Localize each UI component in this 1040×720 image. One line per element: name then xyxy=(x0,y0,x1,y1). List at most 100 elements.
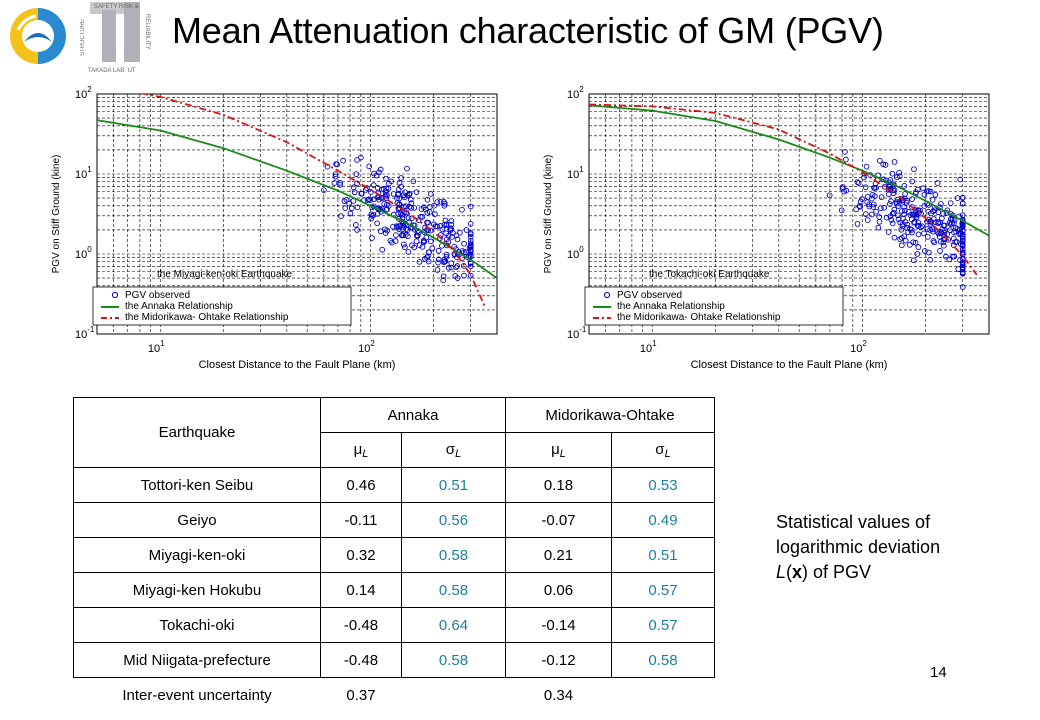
observed-point xyxy=(930,208,937,215)
observed-point xyxy=(959,200,966,207)
header-midorikawa: Midorikawa-Ohtake xyxy=(505,397,715,433)
observed-point xyxy=(343,197,350,203)
observed-point xyxy=(440,277,447,284)
observed-point xyxy=(331,180,338,186)
observed-point xyxy=(901,204,908,210)
table-row: Mid Niigata-prefecture -0.48 0.58 -0.12 0.58 xyxy=(73,642,715,678)
observed-point xyxy=(914,251,921,257)
observed-point xyxy=(432,211,438,218)
sigma-symbol: σ xyxy=(655,440,665,458)
observed-point xyxy=(907,226,913,232)
note-line-3: L(x) of PGV xyxy=(776,562,872,582)
annaka-mu: 0.32 xyxy=(320,537,402,573)
observed-point xyxy=(424,254,430,261)
series-lines xyxy=(97,94,497,307)
observed-point xyxy=(354,227,360,233)
lab-logo: SAFETY RISK & STRUCTURE RELIABILITY TAKA… xyxy=(80,2,150,74)
observed-point xyxy=(905,209,912,215)
observed-point xyxy=(959,266,966,273)
observed-point xyxy=(887,201,893,207)
observed-point xyxy=(467,233,474,240)
observed-point xyxy=(454,275,461,281)
observed-point xyxy=(878,194,885,201)
observed-point xyxy=(911,166,917,173)
observed-point xyxy=(467,263,474,270)
observed-point xyxy=(898,242,905,249)
observed-point xyxy=(441,258,448,265)
observed-point xyxy=(407,196,414,203)
mu-symbol: μ xyxy=(551,440,560,458)
observed-point xyxy=(448,225,454,232)
observed-point xyxy=(915,244,922,251)
observed-point xyxy=(354,204,361,211)
observed-point xyxy=(352,221,359,228)
observed-point xyxy=(443,251,450,258)
observed-point xyxy=(350,184,357,191)
observed-point xyxy=(898,226,905,233)
midorikawa-curve xyxy=(589,103,978,276)
observed-point xyxy=(887,213,894,220)
observed-point xyxy=(936,233,943,240)
observed-point xyxy=(413,238,420,245)
observed-point xyxy=(414,232,421,239)
sigma-subscript: L xyxy=(664,447,671,460)
observed-point xyxy=(912,207,919,214)
y-tick-exponent: 0 xyxy=(87,245,92,254)
annaka-mu: -0.48 xyxy=(320,642,402,678)
midorikawa-sigma: 0.49 xyxy=(611,502,715,538)
observed-point xyxy=(882,162,889,168)
observed-point xyxy=(866,203,873,210)
observed-point xyxy=(853,206,859,213)
observed-point xyxy=(866,201,873,208)
observed-point xyxy=(946,256,953,263)
observed-point xyxy=(959,212,966,218)
observed-point xyxy=(353,171,360,177)
logo-text-top: SAFETY RISK & xyxy=(94,4,139,10)
observed-point xyxy=(928,219,935,225)
annaka-curve xyxy=(589,104,989,237)
observed-point xyxy=(440,273,447,280)
observed-point xyxy=(454,236,461,243)
y-tick-label: 101 xyxy=(75,165,92,181)
observed-point xyxy=(948,216,954,222)
observed-point xyxy=(929,196,936,203)
observed-point xyxy=(461,272,467,279)
observed-point xyxy=(467,230,474,236)
observed-point xyxy=(885,191,892,198)
y-tick-label: 10-1 xyxy=(75,325,95,341)
observed-point xyxy=(426,249,432,256)
observed-point xyxy=(364,197,371,203)
observed-point xyxy=(404,165,410,172)
observed-point xyxy=(938,201,944,207)
table-row: Miyagi-ken-oki 0.32 0.58 0.21 0.51 xyxy=(73,537,715,573)
observed-point xyxy=(914,223,921,229)
observed-point xyxy=(953,239,960,245)
observed-point xyxy=(382,230,389,236)
observed-point xyxy=(909,196,915,202)
observed-point xyxy=(901,183,908,189)
observed-point xyxy=(838,207,845,214)
observed-point xyxy=(396,205,403,211)
legend-box xyxy=(92,286,352,326)
x-tick-label: 101 xyxy=(148,339,165,355)
observed-point xyxy=(954,226,961,232)
observed-point xyxy=(946,219,953,226)
observed-point xyxy=(332,173,339,180)
observed-point xyxy=(940,239,947,246)
observed-point xyxy=(959,269,966,275)
observed-point xyxy=(914,186,921,193)
row-earthquake-name: Mid Niigata-prefecture xyxy=(73,642,321,678)
legend-label: the Annaka Relationship xyxy=(617,301,725,312)
legend-marker-observed xyxy=(603,291,611,299)
observed-point xyxy=(338,213,344,219)
observed-point xyxy=(408,200,415,207)
observed-point xyxy=(374,210,381,217)
observed-point xyxy=(427,238,434,245)
y-tick-exponent: 0 xyxy=(579,245,584,254)
observed-point xyxy=(891,159,898,165)
observed-point xyxy=(930,228,936,235)
observed-point xyxy=(340,157,346,164)
